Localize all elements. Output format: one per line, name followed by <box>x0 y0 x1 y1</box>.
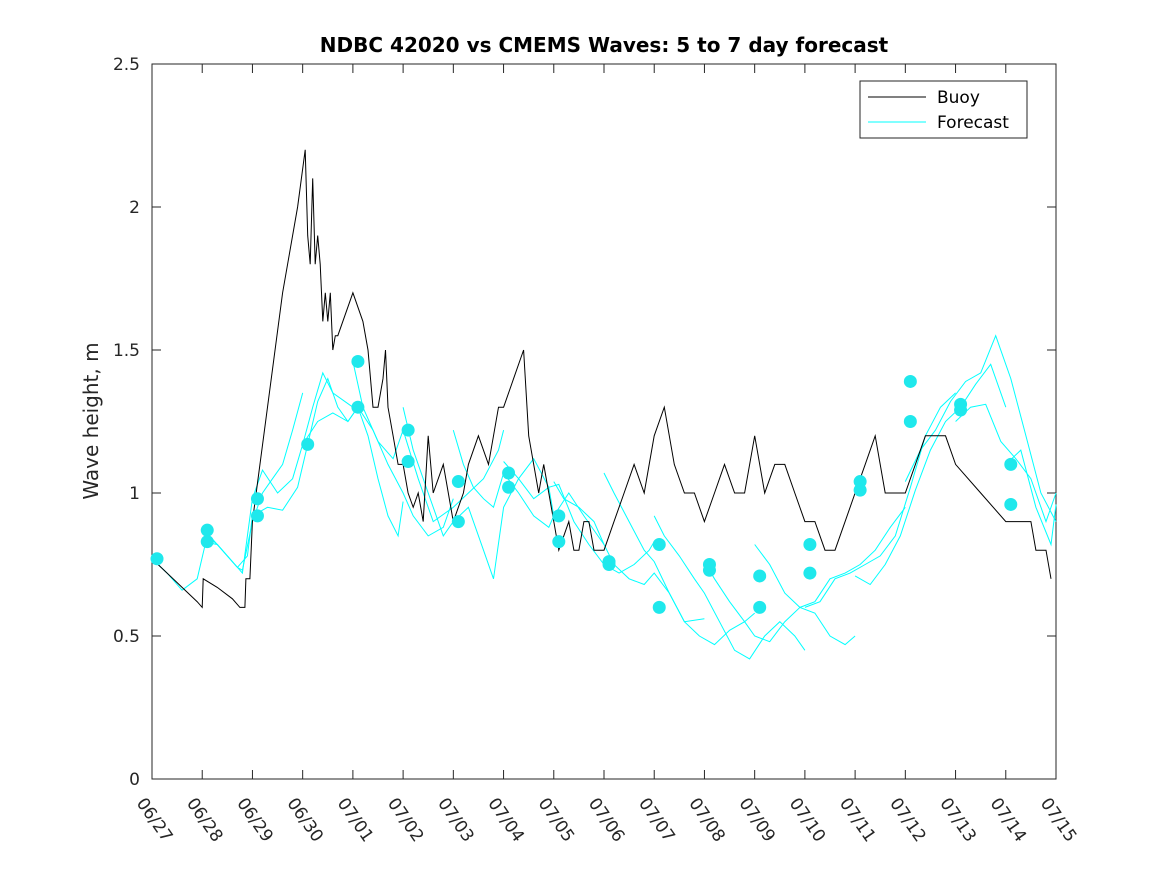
x-tick-label: 07/07 <box>634 794 678 846</box>
forecast-marker <box>753 600 767 614</box>
y-tick-label: 1.5 <box>113 341 140 361</box>
forecast-marker <box>702 563 716 577</box>
y-tick-label: 2.5 <box>113 55 140 75</box>
forecast-line <box>452 429 605 545</box>
forecast-marker <box>803 537 817 551</box>
x-tick-label: 07/15 <box>1036 794 1080 846</box>
forecast-marker <box>1004 497 1018 511</box>
legend: Buoy Forecast <box>859 80 1028 139</box>
forecast-marker <box>602 558 616 571</box>
forecast-marker <box>200 535 214 549</box>
forecast-marker <box>250 492 264 506</box>
forecast-line <box>854 363 1007 586</box>
forecast-marker <box>451 475 465 489</box>
forecast-marker <box>552 535 566 549</box>
forecast-line <box>1005 449 1057 547</box>
forecast-marker <box>301 437 315 451</box>
x-tick-label: 07/02 <box>383 794 427 846</box>
forecast-marker <box>552 509 566 523</box>
forecast-marker <box>401 455 415 469</box>
y-axis: 0 0.5 1 1.5 2 2.5 <box>113 55 1056 790</box>
y-tick-label: 0.5 <box>113 627 140 647</box>
forecast-line <box>703 561 856 646</box>
buoy-line <box>151 149 1052 609</box>
forecast-series <box>151 334 1057 660</box>
forecast-marker <box>954 403 968 417</box>
x-tick-label: 07/11 <box>835 794 879 846</box>
x-tick-label: 07/12 <box>885 794 929 846</box>
forecast-marker <box>652 537 666 551</box>
forecast-line <box>804 392 956 608</box>
x-tick-label: 07/01 <box>333 794 377 846</box>
x-tick-label: 06/27 <box>132 794 176 846</box>
forecast-marker <box>903 415 917 428</box>
forecast-markers <box>150 354 1018 614</box>
legend-label-forecast: Forecast <box>937 113 1009 133</box>
forecast-line <box>352 361 505 523</box>
forecast-line <box>302 406 454 537</box>
forecast-line <box>603 472 756 646</box>
x-tick-label: 07/14 <box>986 794 1030 846</box>
forecast-line <box>653 515 806 660</box>
x-tick-label: 07/05 <box>534 794 578 846</box>
forecast-marker <box>200 523 214 537</box>
forecast-marker <box>903 374 917 388</box>
forecast-marker <box>451 515 465 529</box>
y-axis-label: Wave height, m <box>79 342 103 499</box>
forecast-line <box>955 403 1057 524</box>
x-tick-label: 07/03 <box>433 794 477 846</box>
chart-title: NDBC 42020 vs CMEMS Waves: 5 to 7 day fo… <box>320 33 889 57</box>
forecast-line <box>402 407 555 579</box>
legend-box <box>859 80 1028 139</box>
x-tick-label: 07/06 <box>584 794 628 846</box>
forecast-marker <box>1004 457 1018 471</box>
y-tick-label: 0 <box>129 770 140 790</box>
forecast-marker <box>401 423 415 437</box>
x-tick-label: 07/10 <box>785 794 829 846</box>
x-tick-label: 06/30 <box>283 794 327 846</box>
plot-area <box>151 63 1057 780</box>
forecast-line <box>754 506 906 608</box>
x-tick-label: 06/29 <box>232 794 276 846</box>
forecast-marker <box>351 400 365 414</box>
forecast-marker <box>853 483 867 497</box>
forecast-line <box>252 377 404 538</box>
forecast-marker <box>753 569 767 583</box>
forecast-marker <box>351 354 365 368</box>
forecast-line <box>202 371 354 575</box>
forecast-marker <box>502 466 516 480</box>
legend-label-buoy: Buoy <box>937 88 980 108</box>
x-tick-label: 06/28 <box>182 794 226 846</box>
y-tick-label: 2 <box>129 198 140 218</box>
forecast-line <box>904 334 1057 522</box>
x-tick-label: 07/08 <box>684 794 728 846</box>
forecast-marker <box>502 480 516 494</box>
forecast-marker <box>150 552 164 566</box>
x-tick-label: 07/04 <box>483 794 527 846</box>
buoy-series <box>151 149 1052 609</box>
x-tick-label: 07/09 <box>735 794 779 846</box>
forecast-marker <box>250 509 264 523</box>
y-tick-label: 1 <box>129 484 140 504</box>
forecast-marker <box>803 566 817 580</box>
forecast-marker <box>652 600 666 614</box>
x-tick-label: 07/13 <box>935 794 979 846</box>
